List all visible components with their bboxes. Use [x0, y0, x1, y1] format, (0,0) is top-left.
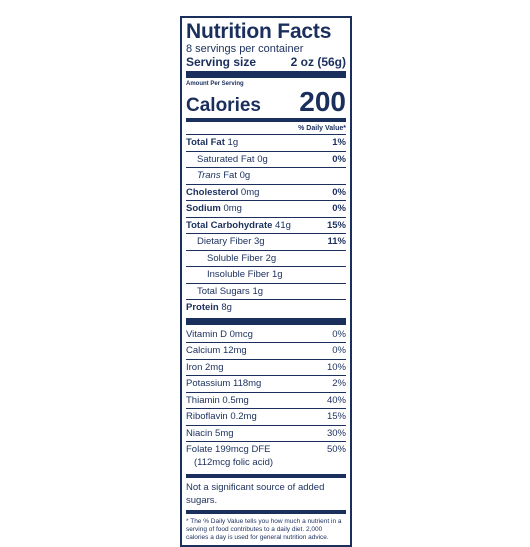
nutrient-amount: 2g: [265, 252, 277, 264]
serving-size-value: 2 oz (56g): [290, 55, 346, 69]
nutrient-dv: 0%: [332, 203, 346, 214]
vitamin-label: Vitamin D 0mcg: [186, 328, 253, 340]
nutrient-amount: 1g: [271, 269, 283, 280]
servings-per-container: 8 servings per container: [186, 43, 304, 55]
nutrient-label: Cholesterol: [186, 186, 239, 198]
nutrient-amount: 8g: [221, 302, 232, 313]
vitamin-dv: 10%: [326, 361, 346, 373]
vitamin-dv: 0%: [332, 328, 346, 340]
nutrient-label: Insoluble Fiber: [207, 269, 270, 280]
nutrient-amount: 0mg: [223, 203, 242, 214]
nutrient-amount: 0g: [239, 170, 251, 181]
nutrient-label: Total Sugars: [197, 285, 250, 297]
nutrient-label: Fat: [223, 170, 237, 181]
vitamin-label: Riboflavin 0.2mg: [186, 411, 257, 422]
vitamin-row-riboflavin: Riboflavin 0.2mg 15%: [186, 408, 346, 425]
nutrient-label: Total Carbohydrate: [186, 219, 273, 231]
divider-thick: [186, 317, 346, 325]
nutrient-row-dietary-fiber: Dietary Fiber 3g 11%: [186, 233, 346, 250]
daily-value-footnote: * The % Daily Value tells you how much a…: [186, 518, 342, 541]
nutrient-row-total-carbohydrate: Total Carbohydrate 41g 15%: [186, 216, 346, 234]
nutrient-amount: 3g: [254, 236, 265, 247]
nutrient-row-sodium: Sodium 0mg 0%: [186, 200, 346, 217]
nutrient-row-cholesterol: Cholesterol 0mg 0%: [186, 183, 346, 201]
nutrient-dv: 1%: [332, 137, 346, 148]
divider-medium: [186, 474, 346, 478]
nutrient-dv: 0%: [332, 153, 346, 165]
vitamin-dv: 50%: [326, 444, 346, 455]
nutrient-amount: 0mg: [240, 186, 260, 198]
calories-label: Calories: [186, 95, 261, 116]
vitamin-row-folate: Folate 199mcg DFE (112mcg folic acid) 50…: [186, 441, 346, 472]
nutrient-row-total-fat: Total Fat 1g 1%: [186, 134, 346, 151]
nutrient-label: Protein: [186, 302, 219, 313]
serving-size-row: Serving size 2 oz (56g): [186, 55, 346, 69]
nutrient-label-italic: Trans: [197, 170, 221, 181]
nutrient-row-soluble-fiber: Soluble Fiber 2g: [186, 249, 346, 267]
vitamin-label: Folate 199mcg DFE: [186, 444, 271, 455]
serving-size-label: Serving size: [186, 55, 257, 69]
nutrient-amount: 0g: [257, 153, 268, 165]
divider-medium: [186, 510, 346, 514]
vitamin-label: Calcium 12mg: [186, 345, 247, 356]
nutrient-label: Total Fat: [186, 137, 225, 148]
vitamin-dv: 2%: [332, 378, 346, 389]
daily-value-header: % Daily Value*: [298, 125, 346, 132]
nutrient-dv: 15%: [326, 219, 346, 231]
vitamin-dv: 40%: [326, 394, 346, 406]
nutrient-row-total-sugars: Total Sugars 1g: [186, 282, 346, 300]
nutrient-row-saturated-fat: Saturated Fat 0g 0%: [186, 150, 346, 168]
nutrient-label: Sodium: [186, 203, 221, 214]
vitamin-sublabel: (112mcg folic acid): [194, 457, 274, 468]
vitamin-label: Thiamin 0.5mg: [186, 394, 249, 406]
nutrition-facts-label: Nutrition Facts 8 servings per container…: [180, 16, 352, 547]
vitamin-row-potassium: Potassium 118mg 2%: [186, 375, 346, 392]
vitamin-dv: 15%: [326, 411, 346, 422]
calories-value: 200: [299, 86, 346, 117]
nutrient-row-insoluble-fiber: Insoluble Fiber 1g: [186, 266, 346, 283]
nutrient-label: Soluble Fiber: [207, 252, 263, 264]
calories-row: Calories 200: [186, 88, 346, 116]
added-sugars-note: Not a significant source of added sugars…: [186, 482, 325, 506]
nutrient-amount: 1g: [252, 285, 264, 297]
vitamin-dv: 30%: [326, 427, 346, 439]
vitamin-row-iron: Iron 2mg 10%: [186, 358, 346, 376]
amount-per-serving: Amount Per Serving: [186, 81, 244, 87]
vitamin-dv: 0%: [332, 345, 346, 356]
divider-thick: [186, 71, 346, 78]
nutrient-row-trans-fat: Trans Fat 0g: [186, 167, 346, 184]
nutrient-amount: 1g: [227, 137, 239, 148]
nutrient-amount: 41g: [275, 219, 291, 231]
vitamin-row-vitamin-d: Vitamin D 0mcg 0%: [186, 327, 346, 343]
nutrient-row-protein: Protein 8g: [186, 299, 346, 316]
vitamin-label: Iron 2mg: [186, 361, 224, 373]
label-title: Nutrition Facts: [186, 20, 332, 43]
vitamin-label: Niacin 5mg: [186, 427, 234, 439]
nutrient-label: Saturated Fat: [197, 153, 255, 165]
vitamin-row-calcium: Calcium 12mg 0%: [186, 342, 346, 359]
nutrient-label: Dietary Fiber: [197, 236, 252, 247]
nutrient-dv: 0%: [332, 186, 346, 198]
vitamin-row-thiamin: Thiamin 0.5mg 40%: [186, 391, 346, 409]
divider-medium: [186, 118, 346, 122]
vitamin-label: Potassium 118mg: [186, 378, 262, 389]
nutrient-dv: 11%: [327, 236, 347, 247]
vitamin-row-niacin: Niacin 5mg 30%: [186, 424, 346, 442]
